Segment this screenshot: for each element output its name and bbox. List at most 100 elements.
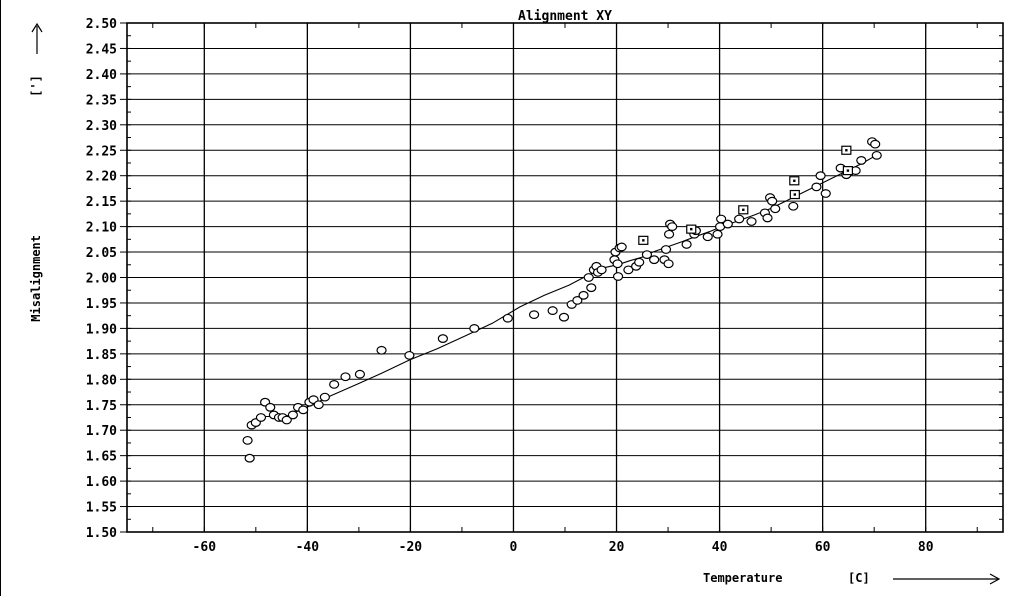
circle-point [242, 435, 253, 445]
circle-point [469, 324, 480, 333]
y-tick-label: 1.95 [86, 297, 117, 312]
axis-ticks [120, 22, 1003, 533]
y-axis-unit: ['] [29, 75, 43, 97]
y-tick-label: 2.35 [86, 93, 117, 108]
circle-point [376, 345, 387, 355]
circle-point [354, 369, 366, 379]
circle-point [558, 312, 570, 322]
y-tick-label: 2.20 [86, 170, 117, 185]
y-tick-label: 2.05 [86, 246, 117, 261]
circle-point [612, 272, 624, 281]
circle-point [319, 392, 330, 402]
y-tick-label: 2.00 [86, 272, 117, 287]
circle-point [660, 245, 672, 254]
circle-point [722, 219, 733, 229]
x-axis-unit: [C] [848, 571, 870, 585]
circle-point [616, 242, 627, 252]
circle-point [578, 290, 589, 300]
y-tick-label: 2.30 [86, 119, 117, 134]
y-axis-title: Misalignment ['] [29, 22, 43, 322]
circle-point [528, 310, 540, 320]
circle-point [746, 217, 757, 226]
x-tick-label: 60 [815, 540, 831, 555]
circle-point [770, 204, 781, 214]
circle-point [649, 255, 660, 265]
circle-point [871, 150, 882, 160]
circle-point [586, 283, 597, 293]
circle-point [663, 229, 675, 239]
x-tick-label: 40 [712, 540, 728, 555]
circle-point [641, 250, 653, 259]
y-tick-label: 2.40 [86, 68, 117, 83]
circle-point [681, 240, 692, 249]
circle-point [716, 214, 727, 224]
circle-point [734, 214, 745, 224]
circle-point [313, 400, 324, 410]
circle-point [265, 402, 276, 412]
square-point-dot [690, 227, 693, 231]
circle-point [788, 201, 799, 211]
x-tick-label: 0 [510, 540, 518, 555]
circle-point [762, 213, 773, 223]
square-point-dot [846, 169, 850, 172]
circle-point [815, 171, 826, 181]
circle-point [596, 265, 607, 275]
y-tick-label: 2.10 [86, 221, 117, 236]
circle-point [870, 139, 881, 149]
y-axis-arrow-head [31, 22, 43, 33]
circle-point [244, 453, 255, 463]
circle-point [612, 259, 623, 269]
y-tick-label: 1.75 [86, 399, 117, 414]
circle-point [634, 257, 645, 267]
x-axis-arrow-head [989, 573, 1001, 585]
x-tick-label: 80 [918, 540, 934, 555]
circle-point [437, 334, 448, 343]
x-tick-label: 20 [609, 540, 625, 555]
x-tick-label: -60 [193, 540, 217, 555]
data-points [242, 137, 882, 463]
circle-point [702, 232, 713, 242]
circle-point [623, 265, 634, 275]
circle-point [572, 296, 583, 305]
y-tick-label: 1.85 [86, 348, 117, 363]
circle-point [502, 313, 513, 323]
circle-point [583, 273, 594, 282]
grid-lines [127, 23, 1003, 532]
circle-point [811, 182, 822, 192]
circle-point [404, 350, 415, 360]
circle-point [255, 413, 267, 422]
circle-point [820, 189, 831, 198]
y-tick-labels: 1.50 1.55 1.60 1.65 1.70 1.75 1.80 1.85 1.90 1.95… [86, 17, 117, 541]
y-tick-label: 1.90 [86, 322, 117, 337]
circle-point [329, 379, 340, 389]
square-point-dot [845, 149, 848, 152]
circle-point [340, 372, 351, 382]
circle-point [767, 196, 778, 206]
square-point-dot [742, 208, 745, 212]
y-tick-label: 1.80 [86, 373, 117, 388]
chart-title: Alignment XY [518, 9, 612, 24]
circle-point [663, 259, 674, 269]
circle-point [287, 410, 299, 420]
x-tick-labels: -60 -40 -20 0 20 40 60 80 [193, 540, 934, 555]
y-tick-label: 1.50 [86, 526, 117, 541]
y-tick-label: 1.70 [86, 424, 117, 439]
y-tick-label: 1.65 [86, 450, 117, 465]
y-tick-label: 2.50 [86, 17, 117, 32]
circle-point [298, 405, 309, 415]
x-tick-label: -20 [399, 540, 423, 555]
square-point-dot [642, 239, 645, 242]
y-tick-label: 2.15 [86, 195, 117, 210]
circle-point [712, 229, 723, 239]
y-tick-label: 2.45 [86, 42, 117, 57]
x-axis-title: Temperature [C] [703, 571, 1001, 585]
circle-point [547, 306, 558, 315]
plot-frame [126, 22, 1004, 533]
y-axis-label: Misalignment [29, 235, 43, 322]
circle-point [856, 156, 867, 165]
square-point-dot [793, 193, 797, 196]
circle-point [667, 222, 678, 232]
x-tick-label: -40 [296, 540, 320, 555]
x-axis-label: Temperature [703, 571, 782, 585]
